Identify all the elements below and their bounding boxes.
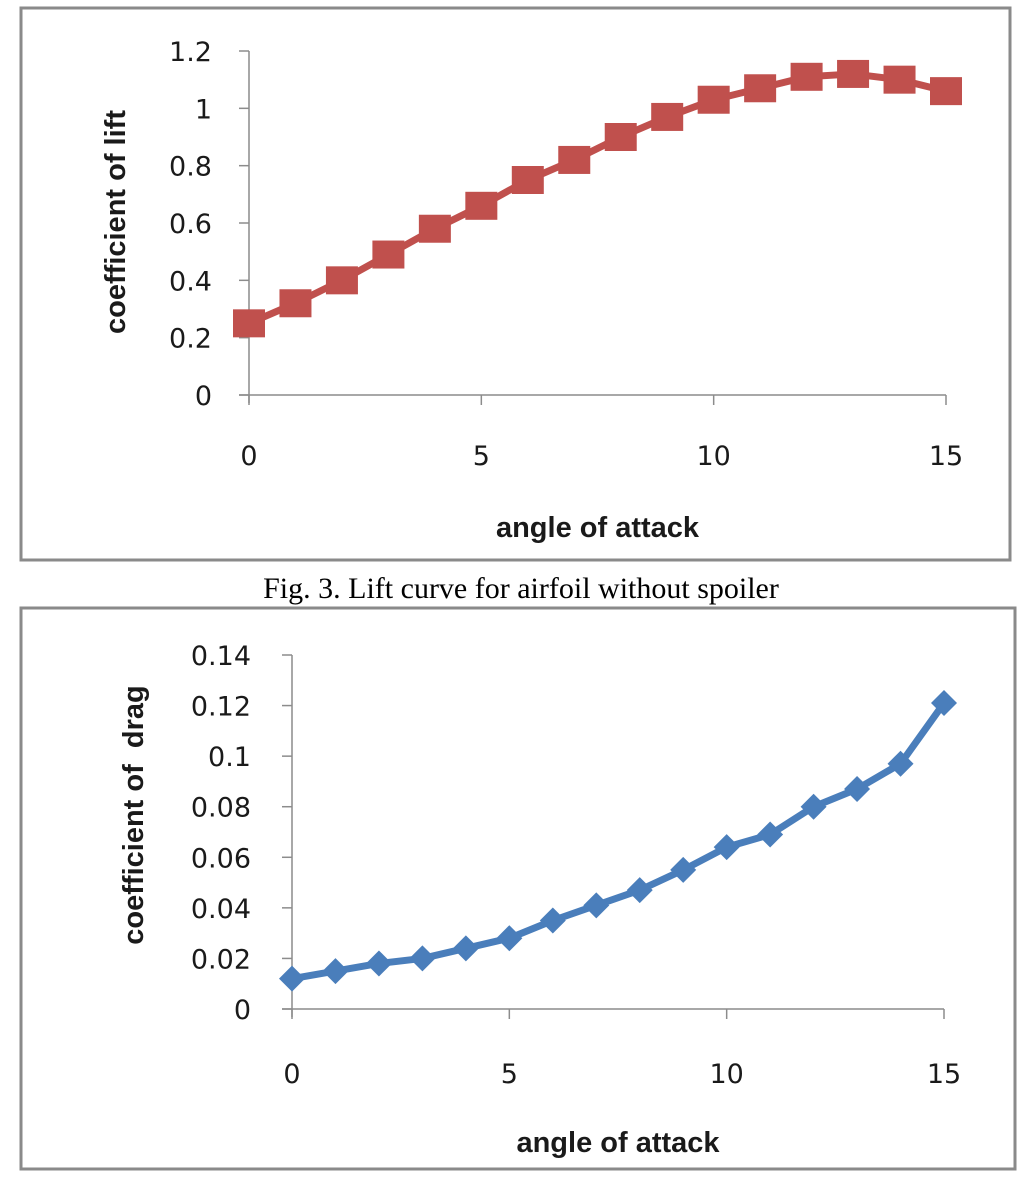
drag-y-tick-label: 0.08 [191,793,251,824]
lift-point-14 [883,65,916,94]
lift-y-tick-label: 1 [195,94,212,125]
lift-chart-frame [19,6,1012,562]
drag-point-12 [800,793,827,820]
lift-point-0 [233,309,265,338]
lift-point-11 [744,74,777,103]
drag-point-7 [583,892,610,919]
lift-point-4 [418,214,451,243]
lift-point-9 [651,102,684,131]
drag-x-tick-label: 15 [927,1059,961,1090]
lift-y-tick-label: 0.2 [169,324,212,355]
lift-series-line [247,70,947,327]
drag-y-tick-label: 0.02 [191,944,251,975]
drag-y-tick-label: 0.12 [191,692,251,723]
lift-x-axis-title: angle of attack [496,512,700,544]
lift-x-tick-label: 10 [696,441,730,472]
lift-x-tick-label: 0 [240,441,257,472]
drag-y-tick-label: 0.04 [191,894,251,925]
drag-point-14 [887,750,914,777]
drag-x-axis-title: angle of attack [516,1127,720,1159]
lift-x-tick-label: 5 [473,441,490,472]
drag-chart-frame [19,606,1017,1171]
drag-point-13 [844,776,871,803]
lift-y-tick-label: 0.8 [169,152,212,183]
lift-y-tick-label: 0.4 [169,266,212,297]
lift-y-axis-title: coefficient of lift [100,110,132,334]
drag-point-15 [931,690,957,717]
drag-point-3 [409,945,436,972]
drag-y-tick-label: 0.1 [208,742,251,773]
lift-chart: 0 0.2 0.4 0.6 0.8 1 1.2 0 5 10 15 angle of attack co… [100,37,963,544]
lift-point-7 [558,145,591,174]
drag-point-0 [279,965,305,992]
drag-point-10 [713,834,740,861]
lift-point-8 [604,123,637,151]
lift-point-13 [837,59,870,88]
lift-point-2 [325,266,358,295]
lift-point-10 [697,85,730,114]
drag-point-11 [757,821,784,848]
lift-y-tick-label: 0 [195,381,212,412]
lift-point-5 [465,191,498,220]
drag-chart: 0 0.02 0.04 0.06 0.08 0.1 0.12 0.14 0 5 10 15 angle … [118,641,961,1159]
drag-x-tick-label: 5 [501,1059,518,1090]
lift-point-6 [511,166,544,194]
drag-point-6 [539,907,566,934]
lift-y-tick-label: 0.6 [169,209,212,240]
drag-point-8 [626,877,653,904]
lift-x-tick-label: 15 [929,441,963,472]
figure-caption: Fig. 3. Lift curve for airfoil without s… [263,572,779,605]
drag-y-tick-label: 0 [234,995,251,1026]
drag-point-1 [322,958,349,985]
drag-y-axis-title: coefficient of drag [118,685,150,944]
drag-y-tick-label: 0.14 [191,641,251,672]
drag-x-tick-label: 10 [709,1059,743,1090]
lift-point-3 [372,240,405,269]
lift-point-15 [930,77,962,106]
lift-point-1 [279,289,312,318]
drag-point-9 [670,856,697,883]
drag-point-2 [365,950,392,977]
drag-x-tick-label: 0 [283,1059,300,1090]
lift-y-tick-label: 1.2 [169,37,212,68]
drag-point-4 [452,935,479,962]
drag-series-line [291,701,947,983]
lift-point-12 [790,62,823,91]
drag-point-5 [496,925,523,952]
drag-y-tick-label: 0.06 [191,843,251,874]
